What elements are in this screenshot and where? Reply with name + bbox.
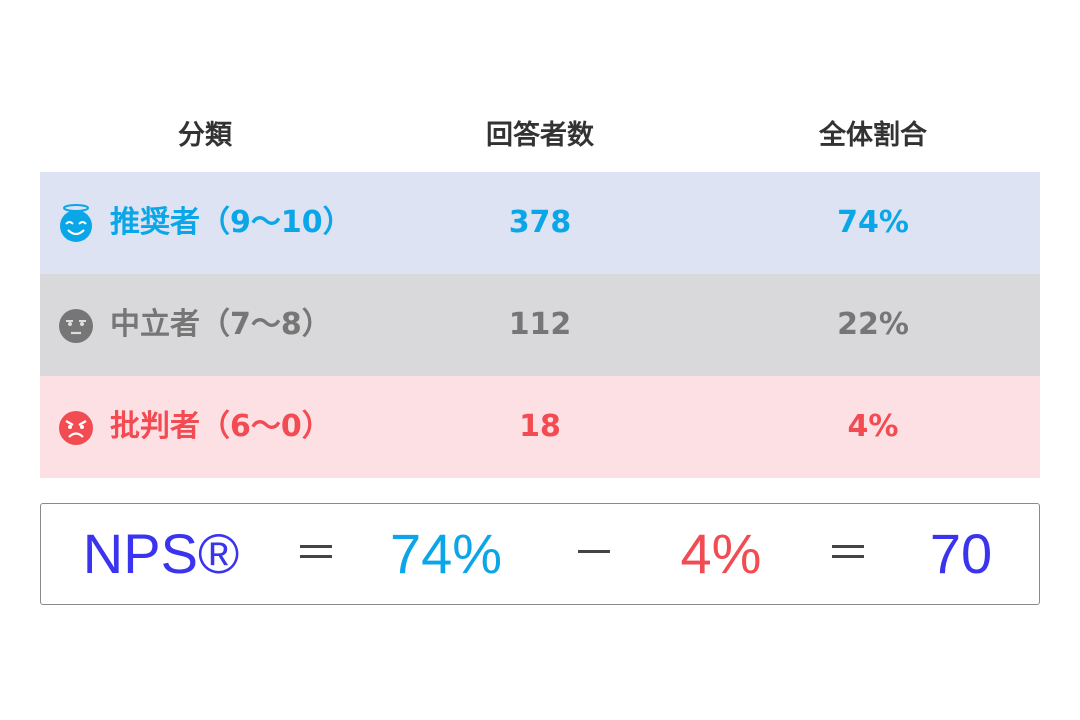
nps-label: NPS® [82,522,240,585]
angel-smile-face-icon [60,204,92,242]
nps-formula-box: NPS® ＝ 74% － 4% ＝ 70 [40,503,1040,605]
respondent-count: 112 [508,307,572,342]
minus-sign: － [572,529,616,578]
category-label: 推奨者（9～10） [110,205,353,240]
respondent-count: 18 [519,409,561,444]
row-promoters: 推奨者（9～10） 378 74% [40,172,1040,274]
angry-face-icon [59,411,93,445]
promoters-percent: 74% [389,522,503,585]
category-label: 批判者（6～0） [110,409,332,444]
equals-sign: ＝ [826,529,870,578]
share-percent: 74% [837,205,909,240]
header-share: 全体割合 [819,120,927,151]
respondent-count: 378 [508,205,572,240]
equals-sign: ＝ [294,529,338,578]
share-percent: 4% [847,409,899,444]
nps-result: 70 [929,522,993,585]
share-percent: 22% [837,307,909,342]
row-detractors: 批判者（6～0） 18 4% [40,376,1040,478]
detractors-percent: 4% [680,522,762,585]
row-passives: 中立者（7～8） 112 22% [40,274,1040,376]
header-respondents: 回答者数 [486,120,594,151]
header-category: 分類 [178,120,232,151]
category-label: 中立者（7～8） [110,307,332,342]
neutral-face-icon [59,309,93,343]
